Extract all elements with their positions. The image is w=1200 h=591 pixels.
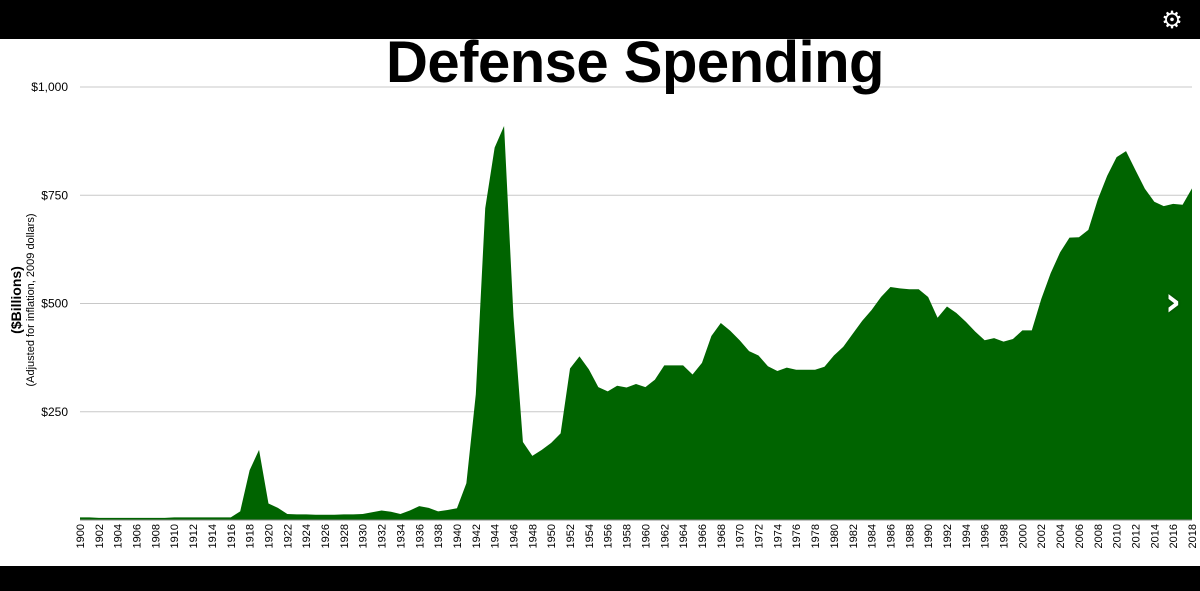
x-tick-label: 1908 bbox=[150, 524, 162, 548]
x-tick-label: 1910 bbox=[169, 524, 181, 548]
x-tick-label: 1932 bbox=[377, 524, 389, 548]
x-tick-label: 1918 bbox=[245, 524, 257, 548]
x-tick-label: 1946 bbox=[508, 524, 520, 548]
x-tick-label: 1920 bbox=[263, 524, 275, 548]
x-tick-label: 2018 bbox=[1187, 524, 1199, 548]
x-tick-label: 1926 bbox=[320, 524, 332, 548]
x-tick-label: 1970 bbox=[735, 524, 747, 548]
x-tick-label: 1986 bbox=[885, 524, 897, 548]
x-tick-label: 2002 bbox=[1036, 524, 1048, 548]
x-tick-label: 1942 bbox=[471, 524, 483, 548]
x-tick-label: 1972 bbox=[754, 524, 766, 548]
top-bar bbox=[0, 0, 1200, 39]
x-tick-label: 1952 bbox=[565, 524, 577, 548]
x-tick-label: 1994 bbox=[961, 524, 973, 548]
x-tick-label: 1948 bbox=[527, 524, 539, 548]
x-tick-label: 1936 bbox=[414, 524, 426, 548]
x-tick-label: 2010 bbox=[1112, 524, 1124, 548]
x-tick-label: 1912 bbox=[188, 524, 200, 548]
x-tick-label: 1982 bbox=[848, 524, 860, 548]
x-tick-label: 2012 bbox=[1130, 524, 1142, 548]
x-tick-label: 1962 bbox=[659, 524, 671, 548]
x-tick-label: 1928 bbox=[339, 524, 351, 548]
x-tick-label: 1992 bbox=[942, 524, 954, 548]
y-tick-label: $500 bbox=[41, 297, 68, 311]
y-tick-label: $250 bbox=[41, 405, 68, 419]
y-tick-label: $1,000 bbox=[31, 80, 68, 94]
y-tick-label: $750 bbox=[41, 188, 68, 202]
x-tick-label: 1976 bbox=[791, 524, 803, 548]
series-area bbox=[80, 125, 1192, 520]
x-tick-label: 1900 bbox=[75, 524, 87, 548]
x-tick-label: 1930 bbox=[358, 524, 370, 548]
x-tick-label: 2006 bbox=[1074, 524, 1086, 548]
x-tick-label: 1906 bbox=[132, 524, 144, 548]
x-tick-label: 1966 bbox=[697, 524, 709, 548]
x-tick-label: 1938 bbox=[433, 524, 445, 548]
x-tick-label: 2000 bbox=[1017, 524, 1029, 548]
x-tick-label: 1984 bbox=[867, 524, 879, 548]
y-axis-label-sub: (Adjusted for inflation, 2009 dollars) bbox=[25, 213, 37, 387]
y-axis-label: ($Billions) (Adjusted for inflation, 200… bbox=[8, 150, 38, 450]
x-tick-label: 1924 bbox=[301, 524, 313, 548]
x-tick-label: 1998 bbox=[999, 524, 1011, 548]
bottom-bar bbox=[0, 566, 1200, 591]
x-tick-label: 1988 bbox=[904, 524, 916, 548]
x-tick-label: 1916 bbox=[226, 524, 238, 548]
x-tick-label: 2014 bbox=[1149, 524, 1161, 548]
y-axis-label-main: ($Billions) bbox=[8, 266, 24, 334]
chevron-right-icon[interactable]: › bbox=[1164, 279, 1182, 325]
x-tick-label: 1964 bbox=[678, 524, 690, 548]
x-tick-label: 2016 bbox=[1168, 524, 1180, 548]
x-tick-label: 1944 bbox=[490, 524, 502, 548]
x-tick-label: 1956 bbox=[603, 524, 615, 548]
x-tick-label: 1954 bbox=[584, 524, 596, 548]
x-tick-label: 1934 bbox=[395, 524, 407, 548]
x-tick-label: 2004 bbox=[1055, 524, 1067, 548]
x-tick-label: 2008 bbox=[1093, 524, 1105, 548]
x-tick-label: 1922 bbox=[282, 524, 294, 548]
x-tick-label: 1958 bbox=[622, 524, 634, 548]
x-tick-label: 1940 bbox=[452, 524, 464, 548]
chart-title: Defense Spending bbox=[386, 30, 884, 95]
x-tick-label: 1968 bbox=[716, 524, 728, 548]
x-tick-label: 1914 bbox=[207, 524, 219, 548]
x-tick-label: 1996 bbox=[980, 524, 992, 548]
x-tick-label: 1902 bbox=[94, 524, 106, 548]
x-tick-label: 1960 bbox=[640, 524, 652, 548]
gear-icon[interactable]: ⚙ bbox=[1161, 6, 1183, 34]
x-tick-label: 1904 bbox=[113, 524, 125, 548]
x-tick-label: 1978 bbox=[810, 524, 822, 548]
x-tick-label: 1950 bbox=[546, 524, 558, 548]
x-tick-label: 1990 bbox=[923, 524, 935, 548]
x-tick-label: 1980 bbox=[829, 524, 841, 548]
x-tick-label: 1974 bbox=[772, 524, 784, 548]
